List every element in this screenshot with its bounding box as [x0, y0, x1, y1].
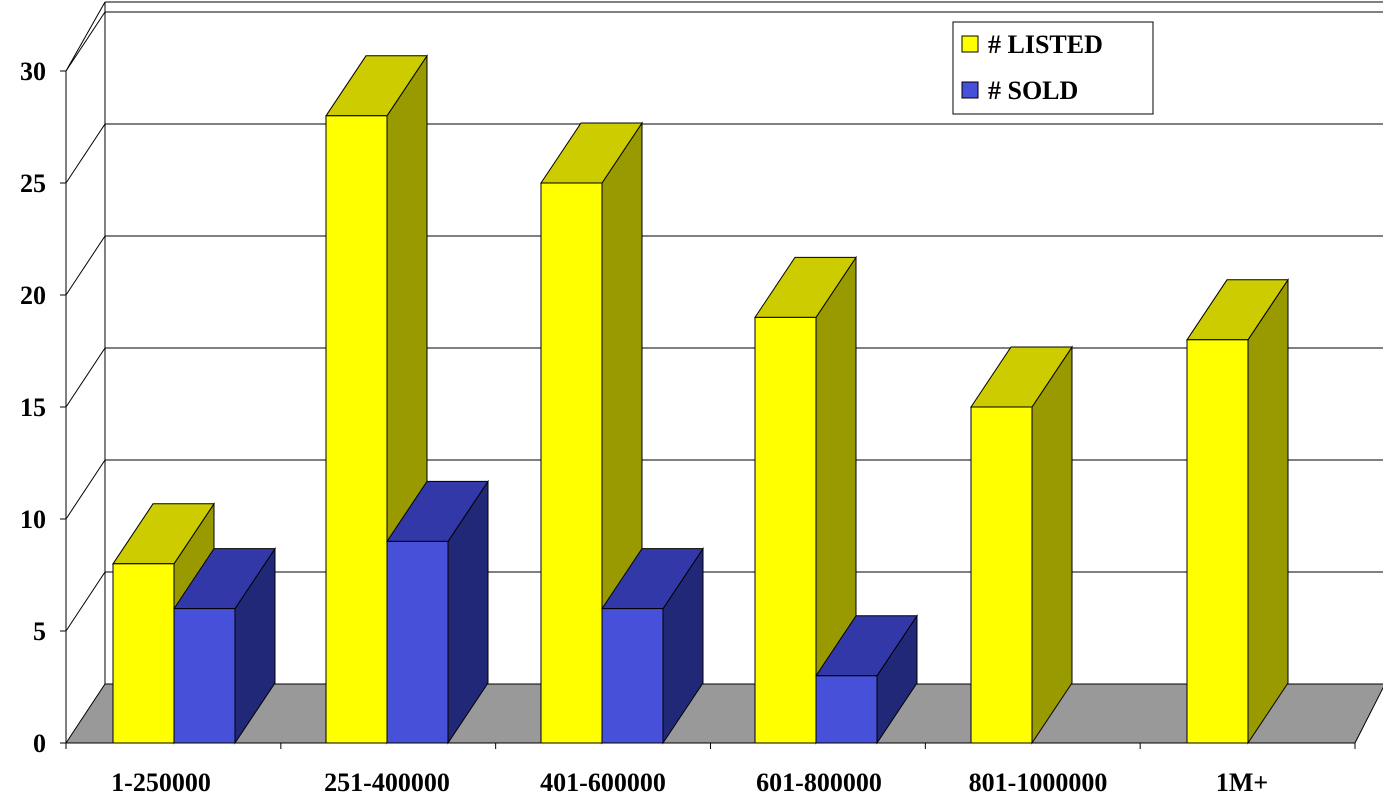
legend-swatch: [961, 81, 979, 99]
bar-sold: [173, 546, 276, 745]
y-tick-label: 0: [33, 729, 46, 758]
bar-front-face: [815, 675, 878, 744]
y-tick-label: 10: [20, 505, 46, 534]
legend-label: # SOLD: [988, 76, 1078, 105]
gridline: [65, 459, 1383, 520]
x-tick-label: 1M+: [1216, 768, 1268, 797]
bar-sold: [386, 479, 489, 745]
gridline: [65, 571, 1383, 632]
x-tick-label: 601-800000: [756, 768, 882, 797]
gridline: [65, 347, 1383, 408]
x-tick-label: 401-600000: [540, 768, 666, 797]
bar-side-face: [1247, 278, 1289, 745]
bar-listed: [970, 345, 1073, 745]
bars: [112, 54, 1289, 745]
y-tick-label: 25: [20, 169, 46, 198]
x-axis-labels: 1-250000 251-400000 401-600000 601-800000 80…: [111, 768, 1268, 797]
bar-front-face: [173, 608, 236, 744]
x-tick-label: 801-1000000: [969, 768, 1108, 797]
bar-front-face: [386, 540, 449, 744]
bar-front-face: [1186, 339, 1249, 744]
y-tick-label: 30: [20, 57, 46, 86]
x-tick-label: 251-400000: [324, 768, 450, 797]
legend: # LISTED # SOLD: [952, 21, 1154, 115]
y-tick-label: 5: [33, 617, 46, 646]
bar-side-face: [1031, 345, 1073, 745]
legend-label: # LISTED: [988, 30, 1103, 59]
legend-swatch: [961, 35, 979, 53]
side-wall-top-edge: [65, 1, 106, 72]
y-tick-label: 15: [20, 393, 46, 422]
bar-sold: [815, 614, 918, 745]
bar-front-face: [325, 115, 388, 744]
gridlines: [60, 11, 1383, 744]
bar-listed: [1186, 278, 1289, 745]
bar-front-face: [601, 608, 664, 744]
y-axis-ticks: 0 5 10 15 20 25 30: [20, 57, 46, 758]
bar-front-face: [112, 563, 175, 744]
bar-front-face: [540, 182, 603, 744]
bar-front-face: [754, 316, 817, 744]
gridline: [65, 11, 1383, 72]
legend-box: [952, 21, 1154, 115]
bar-front-face: [970, 406, 1033, 744]
y-tick-label: 20: [20, 281, 46, 310]
bar-listed: [754, 255, 857, 745]
bar-sold: [601, 546, 704, 745]
gridline: [65, 123, 1383, 184]
x-tick-label: 1-250000: [111, 768, 211, 797]
gridline: [65, 235, 1383, 296]
